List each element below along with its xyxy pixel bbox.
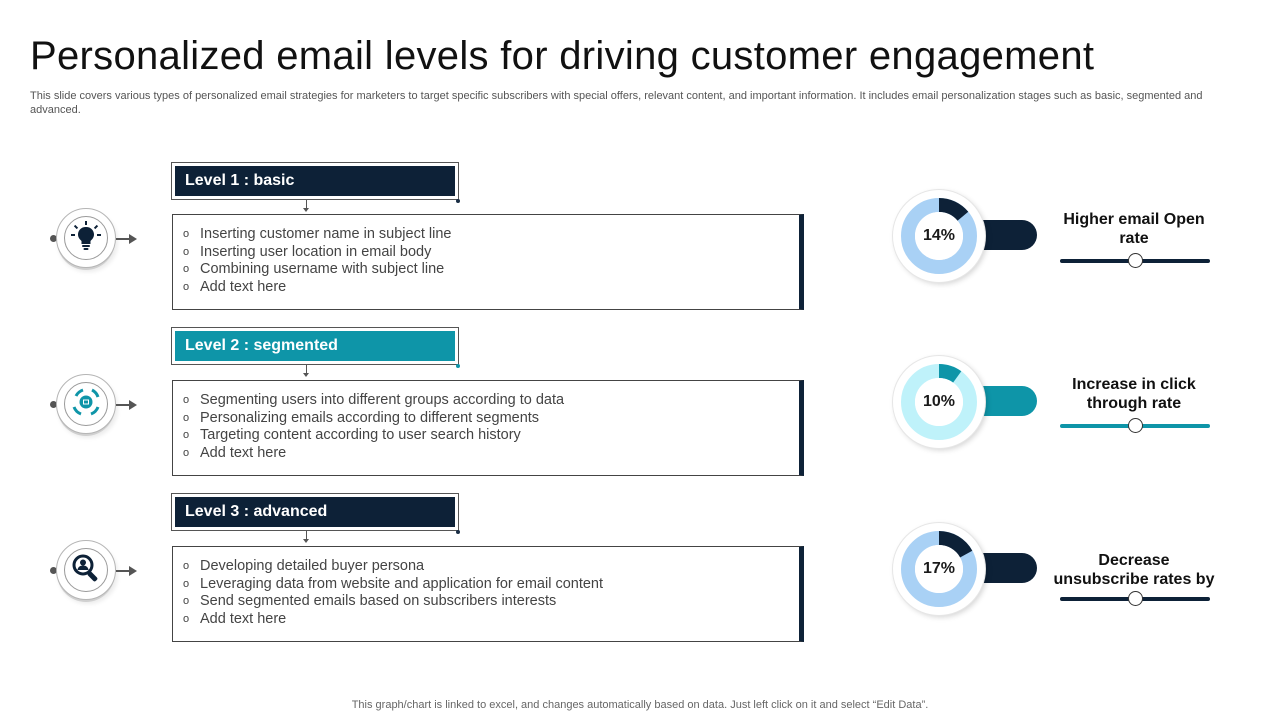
metric-2-ring: [901, 364, 977, 440]
metric-1-percent: 14%: [922, 227, 956, 244]
list-item: o Add text here: [183, 444, 287, 461]
level-3-title: Level 3 : advanced: [175, 497, 455, 527]
level-2-title: Level 2 : segmented: [175, 331, 455, 361]
metric-3-donut: 17%: [893, 523, 1043, 615]
level-2-content-box: o Segmenting users into different groups …: [172, 380, 804, 476]
metric-1-slider[interactable]: [1060, 253, 1210, 269]
level-1-title: Level 1 : basic: [175, 166, 455, 196]
level-1-header: Level 1 : basic: [171, 162, 460, 212]
level-1-icon-node: [44, 206, 137, 276]
metric-2-slider[interactable]: [1060, 418, 1210, 434]
metric-3-label: Decrease unsubscribe rates by: [1053, 552, 1215, 588]
level-1-content-box: o Inserting customer name in subject line…: [172, 214, 804, 310]
list-item: o Send segmented emails based on subscrib…: [183, 593, 557, 610]
list-item: o Leveraging data from website and applic…: [183, 575, 604, 592]
metric-3-ring: [901, 531, 977, 607]
donut-hole: [915, 378, 963, 426]
page-subtitle: This slide covers various types of perso…: [30, 90, 1203, 116]
metric-1-label: Higher email Open rate: [1063, 211, 1205, 247]
slider-knob[interactable]: [1127, 418, 1143, 433]
list-item: o Add text here: [183, 278, 287, 295]
metric-3-slider[interactable]: [1060, 591, 1210, 607]
level-2-icon-node: [44, 372, 137, 442]
list-item: o Inserting customer name in subject line: [183, 226, 452, 242]
donut-value-segment: [938, 198, 969, 222]
metric-1-ring: [901, 198, 977, 274]
donut-value-segment: [938, 364, 962, 383]
level-3-header: Level 3 : advanced: [171, 493, 460, 543]
list-item: o Combining username with subject line: [183, 261, 445, 278]
metric-2-percent: 10%: [922, 393, 956, 410]
metric-2-label: Increase in click through rate: [1072, 376, 1196, 412]
target-gear-icon: [71, 387, 101, 422]
metric-3-percent: 17%: [922, 560, 956, 577]
lightbulb-icon: [71, 220, 101, 256]
donut-value-segment: [938, 531, 973, 558]
list-item: o Personalizing emails according to diffe…: [183, 409, 540, 426]
page-title: Personalized email levels for driving cu…: [30, 34, 1095, 78]
slider-knob[interactable]: [1127, 591, 1143, 606]
metric-1-donut: 14%: [893, 190, 1043, 282]
slider-knob[interactable]: [1127, 253, 1143, 268]
donut-hole: [915, 212, 963, 260]
metric-2-donut: 10%: [893, 356, 1043, 448]
magnifier-user-icon: [71, 553, 101, 588]
level-3-icon-node: [44, 538, 137, 608]
footer-note: This graph/chart is linked to excel, and…: [351, 699, 929, 711]
list-item: o Developing detailed buyer persona: [183, 558, 425, 574]
level-2-header: Level 2 : segmented: [171, 327, 460, 377]
donut-hole: [915, 545, 963, 593]
list-item: o Add text here: [183, 610, 287, 627]
list-item: o Segmenting users into different groups …: [183, 392, 565, 408]
level-3-content-box: o Developing detailed buyer persona o Leve…: [172, 546, 804, 642]
list-item: o Inserting user location in email body: [183, 243, 432, 260]
list-item: o Targeting content according to user sea…: [183, 427, 521, 444]
